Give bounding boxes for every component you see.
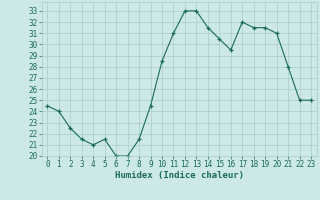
X-axis label: Humidex (Indice chaleur): Humidex (Indice chaleur) [115, 171, 244, 180]
